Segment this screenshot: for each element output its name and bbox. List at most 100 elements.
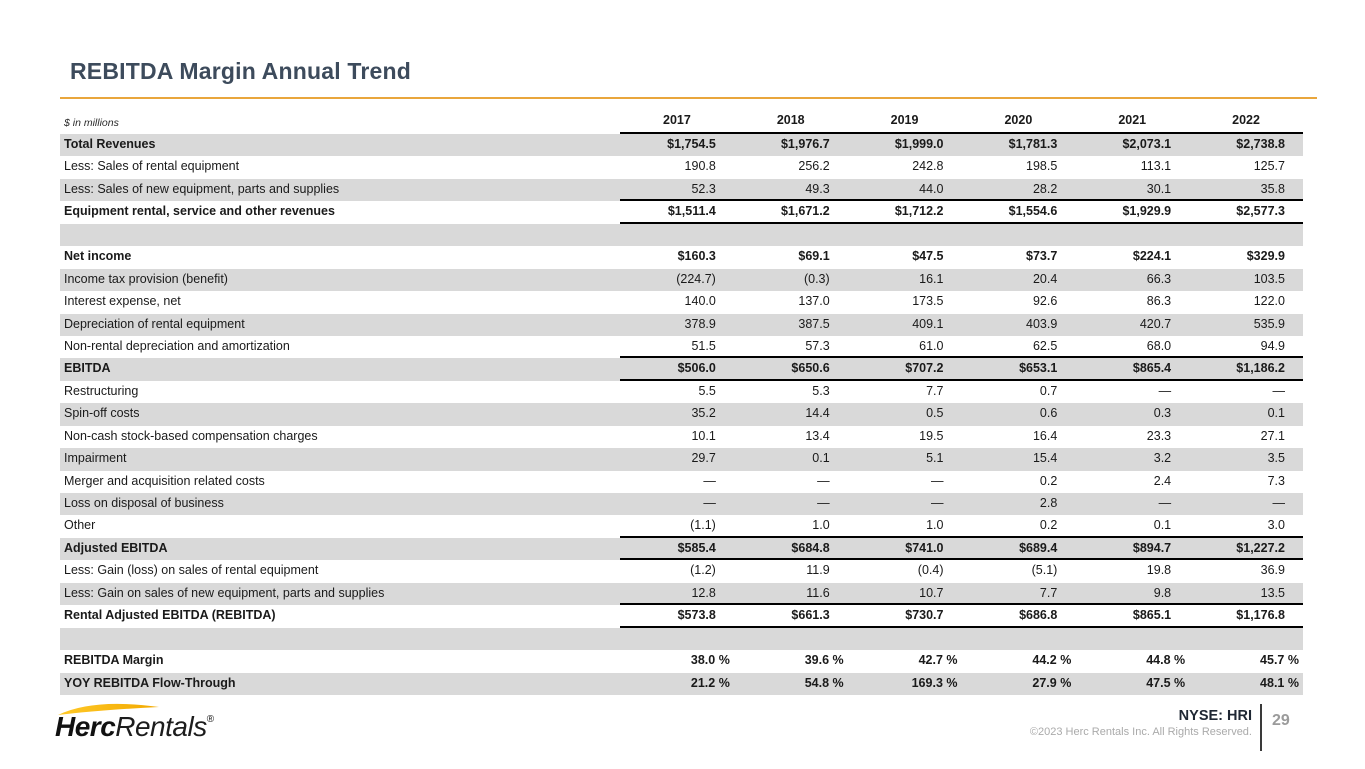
cell-value: 27.1 bbox=[1260, 428, 1285, 443]
row-label: Income tax provision (benefit) bbox=[64, 271, 228, 286]
cell-value: $1,929.9 bbox=[1075, 201, 1190, 224]
cell-value: 0.2 bbox=[961, 515, 1076, 538]
cell-value: $69.1 bbox=[798, 249, 830, 264]
table-row: Depreciation of rental equipment 378.9 387… bbox=[60, 313, 1303, 336]
cell-value: 5.1 bbox=[926, 451, 944, 466]
ticker-label: NYSE: HRI bbox=[1178, 708, 1252, 724]
cell-value bbox=[1075, 628, 1189, 650]
row-label: Depreciation of rental equipment bbox=[64, 316, 245, 331]
table-row: Less: Gain (loss) on sales of rental equ… bbox=[60, 560, 1303, 582]
cell-value: $47.5 bbox=[912, 249, 944, 264]
cell-value: 44.8 % bbox=[1146, 653, 1186, 668]
row-label: Less: Sales of rental equipment bbox=[64, 159, 240, 174]
cell-value: 403.9 bbox=[1026, 316, 1058, 331]
cell-value: 44.2 % bbox=[1032, 653, 1072, 668]
cell-value: 45.7 % bbox=[1260, 653, 1299, 668]
spacer-row bbox=[60, 627, 1303, 651]
cell-value bbox=[620, 628, 734, 650]
table-row: Merger and acquisition related costs — — — 0… bbox=[60, 471, 1303, 493]
cell-value: 51.5 bbox=[620, 336, 734, 359]
cell-value: 5.5 bbox=[698, 383, 716, 398]
cell-value: 10.7 bbox=[847, 583, 962, 606]
cell-value: 0.1 bbox=[812, 451, 830, 466]
row-label: Adjusted EBITDA bbox=[64, 540, 168, 555]
cell-value: 35.8 bbox=[1189, 179, 1303, 202]
cell-value: 3.0 bbox=[1189, 515, 1303, 538]
cell-value: $73.7 bbox=[1026, 249, 1058, 264]
cell-value: 535.9 bbox=[1253, 316, 1285, 331]
cell-value: $1,186.2 bbox=[1189, 358, 1303, 381]
year-header: 2022 bbox=[1189, 108, 1303, 134]
table-row: Non-cash stock-based compensation charge… bbox=[60, 426, 1303, 448]
cell-value: 13.4 bbox=[805, 428, 830, 443]
row-label: Other bbox=[64, 518, 96, 533]
table-row: Total Revenues $1,754.5 $1,976.7 $1,999.0 $1… bbox=[60, 134, 1303, 157]
table-row: Adjusted EBITDA $585.4 $684.8 $741.0 $689.4 $… bbox=[60, 537, 1303, 561]
table-row: Income tax provision (benefit) (224.7) (0.… bbox=[60, 268, 1303, 292]
cell-value: 54.8 % bbox=[804, 675, 844, 690]
registered-mark: ® bbox=[206, 714, 214, 725]
cell-value: 19.5 bbox=[919, 428, 944, 443]
cell-value: 7.7 bbox=[926, 383, 944, 398]
row-label: Interest expense, net bbox=[64, 294, 181, 309]
cell-value: 198.5 bbox=[1026, 159, 1058, 174]
row-label: Spin-off costs bbox=[64, 406, 140, 421]
page-number-divider bbox=[1260, 704, 1262, 751]
cell-value: 23.3 bbox=[1146, 428, 1172, 443]
cell-value: 113.1 bbox=[1140, 159, 1172, 174]
cell-value: 242.8 bbox=[912, 159, 944, 174]
cell-value: 13.5 bbox=[1189, 583, 1303, 606]
cell-value: (0.4) bbox=[917, 563, 944, 578]
cell-value: 1.0 bbox=[733, 515, 848, 538]
cell-value: (1.1) bbox=[620, 515, 734, 538]
cell-value: $1,554.6 bbox=[961, 201, 1076, 224]
cell-value: 11.9 bbox=[806, 563, 830, 578]
year-header: 2020 bbox=[961, 108, 1076, 134]
cell-value: 86.3 bbox=[1146, 294, 1172, 309]
cell-value: $2,738.8 bbox=[1236, 137, 1285, 151]
cell-value: 21.2 % bbox=[690, 675, 730, 690]
cell-value: 15.4 bbox=[1032, 451, 1058, 466]
cell-value: 38.0 % bbox=[690, 653, 730, 668]
cell-value: 19.8 bbox=[1146, 563, 1172, 578]
logo-herc: Herc bbox=[55, 711, 116, 742]
cell-value bbox=[734, 224, 848, 246]
cell-value: 12.8 bbox=[620, 583, 734, 606]
table-row: EBITDA $506.0 $650.6 $707.2 $653.1 $865.4 $1,1… bbox=[60, 358, 1303, 381]
copyright-notice: ©2023 Herc Rentals Inc. All Rights Reser… bbox=[1029, 726, 1252, 738]
cell-value: 29.7 bbox=[691, 451, 716, 466]
cell-value bbox=[961, 628, 1075, 650]
row-label: Less: Gain on sales of new equipment, pa… bbox=[64, 585, 385, 600]
cell-value: 48.1 % bbox=[1260, 675, 1299, 690]
cell-value: 39.6 % bbox=[804, 653, 844, 668]
page-title: REBITDA Margin Annual Trend bbox=[70, 58, 412, 84]
row-label: EBITDA bbox=[64, 361, 111, 376]
cell-value: — bbox=[817, 473, 830, 488]
cell-value: $506.0 bbox=[620, 358, 734, 381]
cell-value: 36.9 bbox=[1260, 563, 1285, 578]
table-row: REBITDA Margin 38.0 % 39.6 % 42.7 % 44.2 % 44… bbox=[60, 650, 1303, 672]
cell-value bbox=[734, 628, 848, 650]
cell-value: $1,671.2 bbox=[733, 201, 848, 224]
cell-value: — bbox=[703, 473, 716, 488]
cell-value: 0.1 bbox=[1267, 406, 1285, 421]
cell-value: $865.4 bbox=[1075, 358, 1190, 381]
cell-value: 0.3 bbox=[1153, 406, 1172, 421]
year-header: 2019 bbox=[847, 108, 962, 134]
cell-value: 49.3 bbox=[733, 179, 848, 202]
cell-value: $573.8 bbox=[620, 605, 734, 628]
cell-value bbox=[620, 224, 734, 246]
logo-wordmark: HercRentals® bbox=[55, 711, 214, 743]
cell-value: $1,754.5 bbox=[667, 137, 716, 151]
cell-value: $1,976.7 bbox=[780, 137, 830, 151]
cell-value: 35.2 bbox=[691, 406, 716, 421]
financial-table: $ in millions 2017 2018 2019 2020 2021 2… bbox=[60, 108, 1303, 695]
cell-value: 3.5 bbox=[1267, 451, 1285, 466]
cell-value: 27.9 % bbox=[1032, 675, 1072, 690]
row-label bbox=[60, 224, 620, 246]
cell-value: $1,176.8 bbox=[1189, 605, 1303, 628]
cell-value: 409.1 bbox=[912, 316, 944, 331]
cell-value: 9.8 bbox=[1075, 583, 1190, 606]
cell-value: 378.9 bbox=[684, 316, 716, 331]
cell-value: 140.0 bbox=[684, 294, 716, 309]
